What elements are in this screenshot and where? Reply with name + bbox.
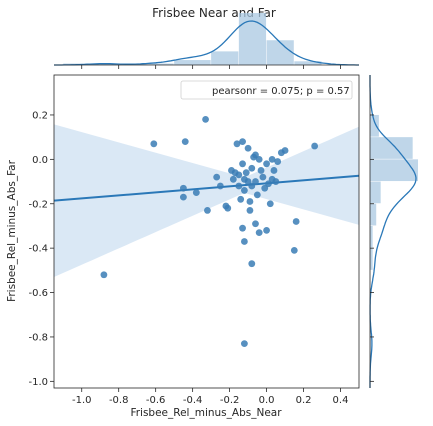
scatter-point (274, 158, 282, 165)
right-hist-bar (370, 225, 373, 248)
top-hist-bar (137, 63, 174, 65)
scatter-point (240, 187, 248, 194)
right-marginal-histogram (369, 75, 418, 388)
main-scatter-plot: -1.0 -0.8 -0.6 -0.4 -0.2 0.0 0.2 0.4 -1.0 -0.8 -0… (28, 74, 360, 406)
x-tick-label: -0.6 (146, 395, 166, 406)
right-kde-curve (369, 75, 417, 388)
top-hist-bar (211, 51, 239, 65)
scatter-point (266, 200, 274, 208)
x-tick-label: 0.0 (259, 395, 275, 406)
right-hist-bar (370, 159, 418, 182)
scatter-point (268, 155, 276, 163)
top-kde-curve (54, 20, 359, 66)
scatter-point (268, 175, 276, 183)
scatter-point (257, 167, 265, 174)
scatter-point (213, 173, 221, 181)
scatter-point (100, 271, 108, 279)
scatter-point (192, 189, 200, 197)
y-tick-label: -0.4 (28, 244, 48, 255)
scatter-point (224, 204, 232, 212)
top-hist-bar (294, 61, 322, 65)
regression-line (54, 174, 359, 202)
scatter-point (246, 207, 254, 214)
scatter-point (246, 198, 254, 205)
x-tick-label: 0.4 (333, 395, 349, 406)
plot-frame (53, 74, 360, 389)
x-axis-label: Frisbee_Rel_minus_Abs_Near (130, 407, 282, 419)
legend-box: pearsonr = 0.075; p = 0.57 (180, 80, 353, 100)
right-hist-bar (370, 181, 381, 204)
pearson-annotation: pearsonr = 0.075; p = 0.57 (212, 86, 350, 97)
y-tick-label: -1.0 (28, 377, 48, 388)
right-hist-bar (370, 137, 413, 159)
top-hist-bar (266, 40, 294, 65)
scatter-point (252, 178, 259, 185)
scatter-point (253, 191, 261, 199)
scatter-point (240, 238, 248, 245)
y-tick-label: -0.2 (28, 199, 48, 210)
scatter-point (259, 173, 267, 181)
scatter-point (281, 147, 289, 154)
x-tick-label: -0.8 (109, 395, 129, 406)
scatter-point (235, 171, 243, 179)
scatter-point (239, 160, 246, 168)
scatter-point (240, 340, 248, 348)
top-hist-bar (174, 60, 211, 65)
scatter-point (179, 184, 187, 192)
scatter-point (179, 193, 187, 201)
x-tick-label: -1.0 (72, 395, 92, 406)
scatter-point (252, 220, 259, 228)
y-tick-label: 0.2 (32, 110, 48, 121)
top-marginal-histogram (54, 13, 359, 69)
y-tick-label: 0.0 (32, 155, 48, 166)
scatter-point (239, 224, 246, 232)
scatter-point (181, 138, 189, 145)
scatter-point (263, 160, 270, 168)
confidence-band (54, 124, 359, 278)
right-hist-bar (370, 248, 373, 270)
scatter-point (270, 167, 278, 174)
y-tick-label: -0.6 (28, 288, 48, 299)
right-hist-bar (370, 114, 379, 137)
y-tick-label: -0.8 (28, 332, 48, 343)
scatter-point (242, 169, 250, 177)
scatter-point (235, 182, 243, 190)
scatter-point (248, 164, 256, 172)
right-hist-bar (370, 336, 371, 359)
scatter-point (216, 182, 224, 190)
scatter-point (233, 140, 241, 148)
scatter-point (311, 142, 319, 150)
scatter-point (290, 246, 298, 254)
scatter-point (150, 140, 158, 148)
scatter-point (255, 229, 263, 237)
scatter-point (204, 207, 211, 214)
scatter-point (239, 138, 246, 145)
x-tick-label: 0.2 (296, 395, 312, 406)
x-tick-label: -0.4 (183, 395, 203, 406)
scatter-point (248, 260, 256, 268)
scatter-point (229, 175, 237, 183)
scatter-point (244, 144, 252, 152)
y-axis-label: Frisbee_Rel_minus_Abs_Far (6, 159, 18, 302)
right-hist-bar (370, 203, 377, 226)
scatter-point (292, 218, 300, 225)
scatter-point (263, 226, 270, 234)
scatter-point (202, 115, 209, 123)
scatter-point (252, 151, 259, 159)
x-tick-label: -0.2 (220, 395, 240, 406)
scatter-point (237, 195, 245, 203)
